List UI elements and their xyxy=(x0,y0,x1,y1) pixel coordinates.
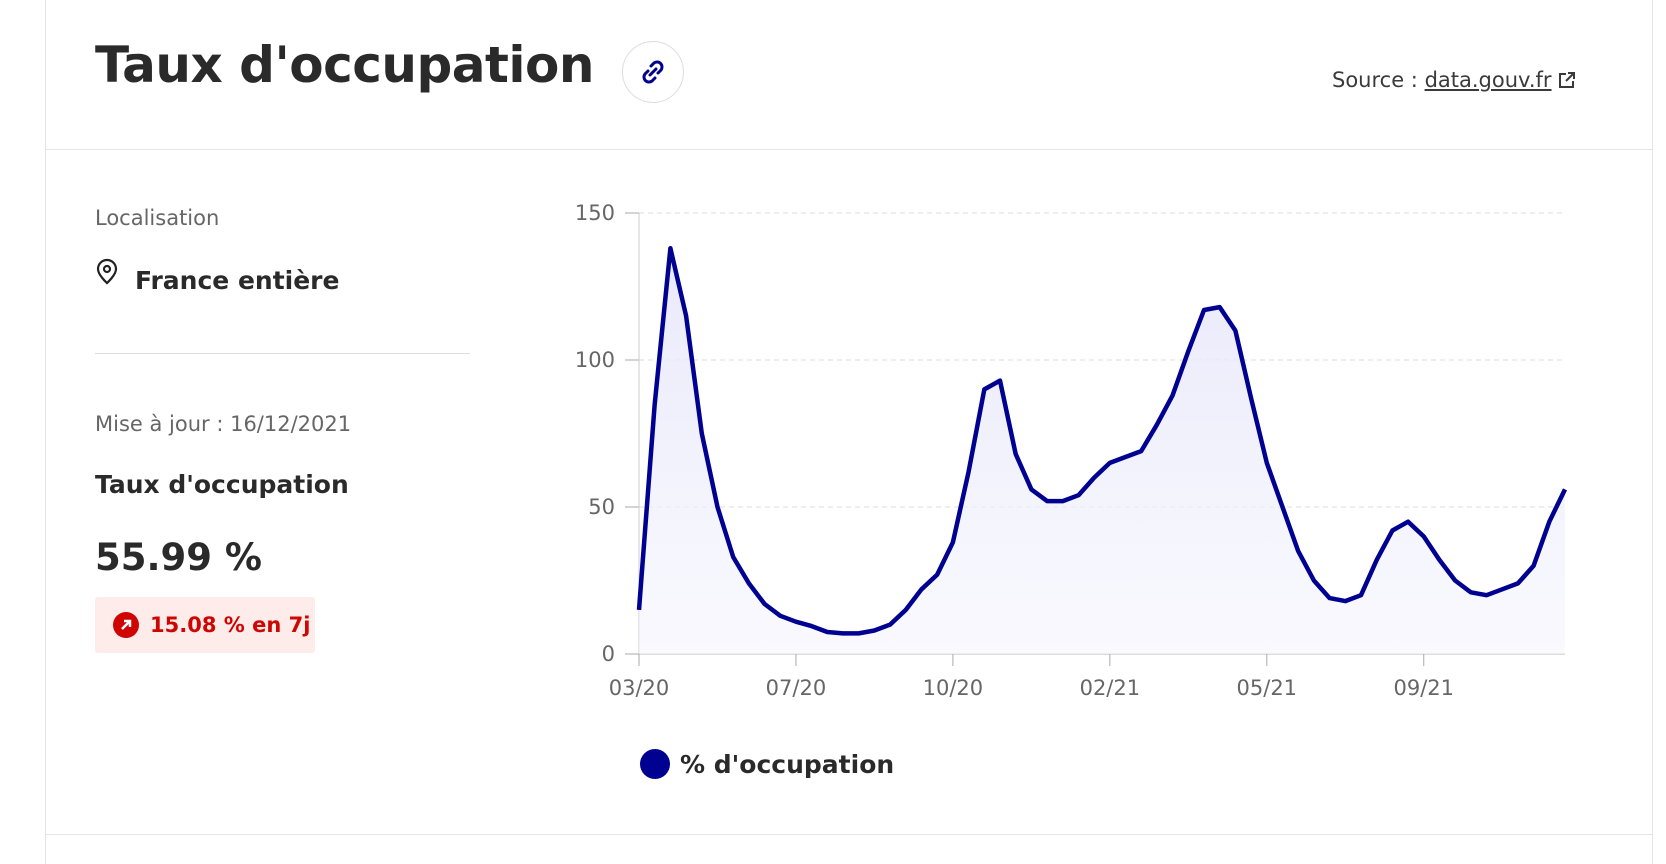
source-link[interactable]: data.gouv.fr xyxy=(1424,68,1552,92)
y-tick-label: 0 xyxy=(602,642,615,666)
x-tick-label: 09/21 xyxy=(1393,676,1454,700)
area xyxy=(639,248,1565,655)
x-tick-label: 03/20 xyxy=(609,676,670,700)
line xyxy=(636,246,1568,636)
copy-link-button[interactable] xyxy=(622,41,684,103)
card-border xyxy=(1652,0,1653,864)
x-tick-label: 02/21 xyxy=(1080,676,1141,700)
divider xyxy=(45,834,1653,835)
change: 15.08 % en 7j xyxy=(150,613,311,637)
change-badge: 15.08 % en 7j xyxy=(95,597,315,653)
value: 55.99 % xyxy=(95,536,262,579)
title: Taux d'occupation xyxy=(95,36,595,94)
x-tick-label: 07/20 xyxy=(766,676,827,700)
external-icon xyxy=(1559,72,1576,88)
y-tick-label: 50 xyxy=(588,495,615,519)
divider xyxy=(45,149,1653,150)
card-border xyxy=(45,0,46,864)
x-tick-label: 10/20 xyxy=(923,676,984,700)
updated: Mise à jour : 16/12/2021 xyxy=(95,412,352,436)
pin-icon xyxy=(96,258,118,285)
link-icon xyxy=(642,60,664,84)
source: Source : data.gouv.fr xyxy=(1332,68,1576,92)
legend-marker xyxy=(640,749,670,779)
divider xyxy=(95,353,470,354)
location: France entière xyxy=(135,266,340,295)
source-label: Source : xyxy=(1332,68,1418,92)
y-tick-label: 100 xyxy=(575,348,615,372)
up-icon xyxy=(113,612,139,638)
y-tick-label: 150 xyxy=(575,201,615,225)
legend-label: % d'occupation xyxy=(680,750,894,779)
indicator: Taux d'occupation xyxy=(95,470,349,499)
x-tick-label: 05/21 xyxy=(1237,676,1298,700)
location-label: Localisation xyxy=(95,206,220,230)
